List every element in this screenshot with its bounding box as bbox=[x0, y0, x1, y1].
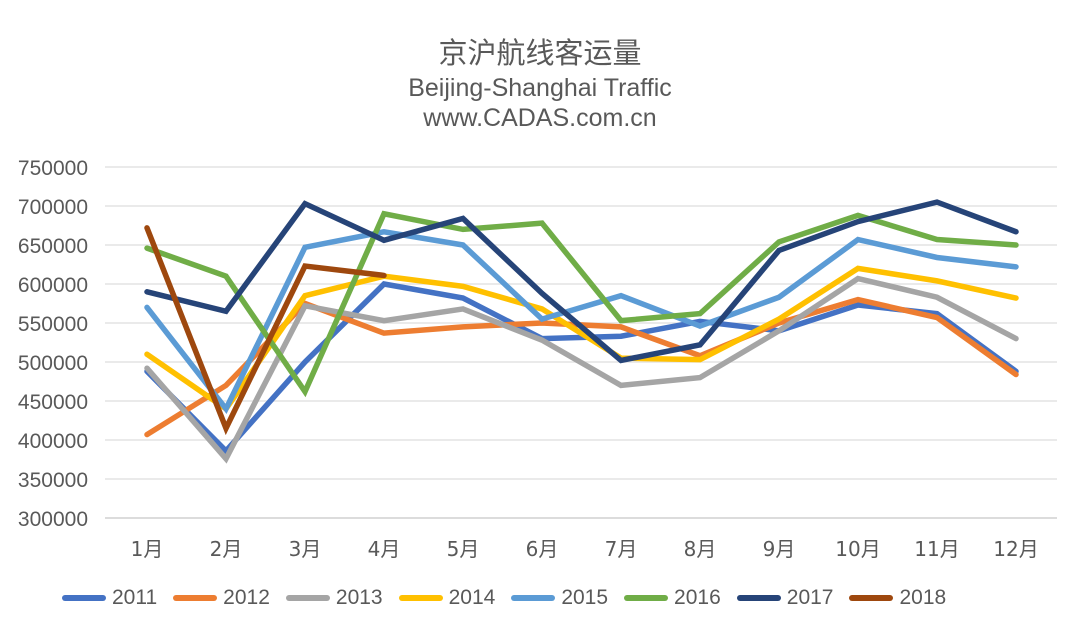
y-tick-label: 650000 bbox=[18, 235, 88, 258]
y-tick-label: 700000 bbox=[18, 196, 88, 219]
series-line-2014 bbox=[144, 265, 1019, 413]
y-tick-label: 450000 bbox=[18, 391, 88, 414]
legend-item-2014: 2014 bbox=[398, 586, 496, 610]
legend: 2011 2012 2013 2014 2015 2016 2017 2018 bbox=[62, 586, 962, 610]
series-line-2015 bbox=[144, 228, 1019, 414]
legend-swatch bbox=[624, 595, 669, 601]
legend-swatch bbox=[849, 595, 894, 601]
x-tick-label: 4月 bbox=[368, 537, 401, 561]
x-tick-label: 11月 bbox=[914, 537, 959, 561]
x-tick-label: 1月 bbox=[131, 537, 164, 561]
y-tick-label: 550000 bbox=[18, 313, 88, 336]
legend-label: 2013 bbox=[335, 586, 383, 609]
y-tick-label: 400000 bbox=[18, 430, 88, 453]
x-tick-label: 2月 bbox=[210, 537, 243, 561]
legend-item-2015: 2015 bbox=[511, 586, 608, 610]
legend-item-2016: 2016 bbox=[624, 586, 721, 610]
y-tick-label: 500000 bbox=[18, 352, 88, 375]
legend-swatch bbox=[736, 595, 781, 601]
x-tick-label: 12月 bbox=[993, 537, 1038, 561]
legend-swatch bbox=[62, 595, 106, 601]
legend-label: 2012 bbox=[223, 586, 270, 609]
legend-item-2018: 2018 bbox=[849, 586, 946, 610]
legend-label: 2014 bbox=[448, 586, 496, 609]
y-tick-label: 600000 bbox=[18, 274, 88, 297]
legend-swatch bbox=[511, 595, 556, 601]
legend-label: 2011 bbox=[112, 586, 158, 609]
chart-title: 京沪航线客运量 bbox=[438, 36, 642, 70]
legend-swatch bbox=[285, 595, 330, 601]
series-line-2018 bbox=[144, 225, 387, 436]
x-tick-label: 8月 bbox=[684, 537, 717, 561]
legend-label: 2016 bbox=[674, 586, 721, 609]
x-tick-label: 9月 bbox=[763, 537, 796, 561]
legend-label: 2018 bbox=[899, 586, 947, 609]
x-tick-label: 6月 bbox=[526, 537, 559, 561]
legend-item-2017: 2017 bbox=[736, 586, 834, 610]
series-line-2013 bbox=[144, 275, 1019, 464]
chart-source: www.CADAS.com.cn bbox=[423, 104, 657, 132]
x-tick-label: 3月 bbox=[289, 537, 322, 561]
legend-item-2013: 2013 bbox=[285, 586, 383, 610]
legend-label: 2015 bbox=[561, 586, 609, 609]
x-tick-label: 7月 bbox=[605, 537, 638, 561]
legend-swatch bbox=[398, 595, 443, 601]
legend-label: 2017 bbox=[786, 586, 834, 609]
legend-item-2012: 2012 bbox=[173, 586, 270, 610]
chart-subtitle: Beijing-Shanghai Traffic bbox=[408, 74, 672, 102]
x-tick-label: 5月 bbox=[447, 537, 480, 561]
x-tick-label: 10月 bbox=[835, 537, 880, 561]
y-tick-label: 350000 bbox=[18, 469, 88, 492]
series-line-2017 bbox=[144, 199, 1019, 364]
y-tick-label: 300000 bbox=[18, 508, 88, 531]
legend-swatch bbox=[173, 595, 218, 601]
y-tick-label: 750000 bbox=[18, 157, 88, 180]
legend-item-2011: 2011 bbox=[62, 586, 157, 610]
